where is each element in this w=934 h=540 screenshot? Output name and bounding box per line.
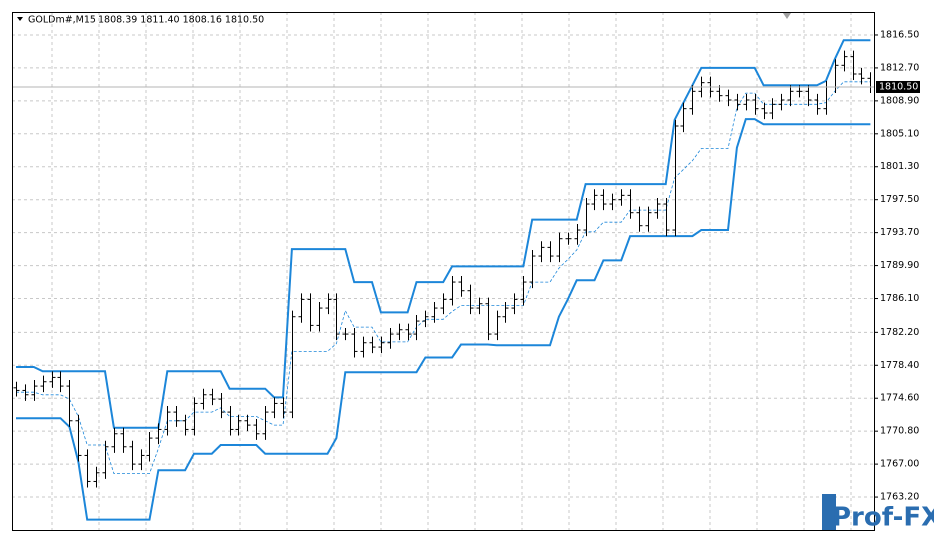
y-tick-label: 1774.60	[880, 393, 919, 404]
y-tick-label: 1812.70	[880, 62, 919, 73]
current-price-box	[876, 80, 920, 93]
y-tick-label: 1793.70	[880, 227, 919, 238]
y-tick-label: 1782.20	[880, 327, 919, 338]
y-tick-label: 1767.00	[880, 459, 919, 470]
y-tick-label: 1789.90	[880, 260, 919, 271]
plot-frame	[12, 12, 875, 531]
shift-marker	[783, 13, 791, 19]
y-tick-label: 1763.20	[880, 492, 919, 503]
logo-mark	[822, 494, 836, 530]
watermark: Prof-FX	[832, 503, 934, 533]
channel-middle	[16, 81, 871, 475]
channel-lower	[16, 118, 871, 521]
y-tick-label: 1797.50	[880, 194, 919, 205]
marks	[12, 39, 874, 521]
y-tick-label: 1808.90	[880, 95, 919, 106]
current-price-label: 1810.50	[879, 81, 918, 92]
y-tick-label: 1786.10	[880, 293, 919, 304]
y-tick-label: 1805.10	[880, 128, 919, 139]
symbol: GOLDm#,M15	[28, 15, 96, 26]
quote: 1808.39 1811.40 1808.16 1810.50	[98, 15, 264, 26]
y-tick-label: 1770.80	[880, 426, 919, 437]
grid	[12, 12, 874, 530]
symbol-menu-arrow[interactable]	[17, 17, 23, 21]
y-tick-label: 1816.50	[880, 29, 919, 40]
y-tick-label: 1778.40	[880, 360, 919, 371]
y-tick-label: 1801.30	[880, 161, 919, 172]
